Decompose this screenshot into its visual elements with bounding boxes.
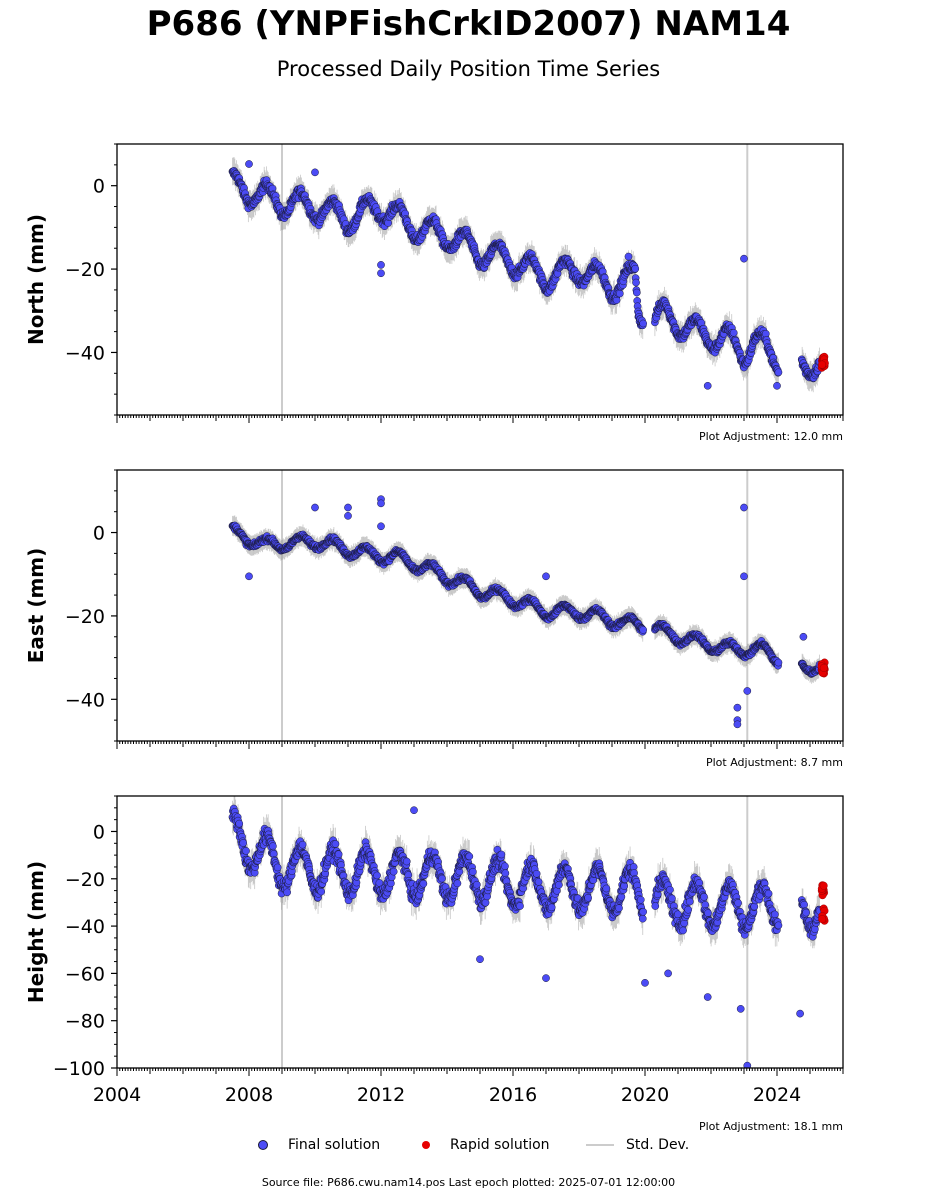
panel-north: 0 −20 −40 North (mm) Plot Adjustment: 12.0 m… — [24, 143, 844, 443]
rapid-solution-points — [817, 881, 829, 925]
rapid-solution-points — [817, 352, 829, 372]
x-tick-label: 2020 — [621, 1084, 669, 1106]
rapid-solution-points — [817, 658, 829, 678]
rapid-marker-icon — [422, 1141, 430, 1149]
x-tick-label: 2012 — [357, 1084, 405, 1106]
panel-height: 0 −20 −40 −60 −80 −100 2004 2008 2012 2016 2020 202… — [24, 795, 844, 1133]
y-axis-label: Height (mm) — [24, 861, 48, 1003]
legend-rapid: Rapid solution — [422, 1137, 550, 1153]
plot-area — [228, 470, 829, 741]
y-tick-label: −20 — [65, 606, 105, 628]
y-tick-label: −100 — [53, 1058, 105, 1080]
legend-final: Final solution — [258, 1137, 380, 1153]
plot-adjustment-note: Plot Adjustment: 18.1 mm — [699, 1120, 843, 1133]
plot-area — [228, 144, 829, 415]
y-axis-label: North (mm) — [24, 214, 48, 345]
plot-adjustment-note: Plot Adjustment: 8.7 mm — [706, 756, 843, 769]
final-marker-icon — [258, 1140, 268, 1150]
x-tick-label: 2024 — [753, 1084, 801, 1106]
y-tick-label: −20 — [65, 869, 105, 891]
y-tick-label: 0 — [93, 176, 105, 198]
x-tick-label: 2004 — [93, 1084, 141, 1106]
y-tick-label: −40 — [65, 916, 105, 938]
axes-frame — [116, 795, 844, 1069]
legend-std: Std. Dev. — [586, 1137, 689, 1153]
chart-subtitle: Processed Daily Position Time Series — [276, 57, 661, 81]
std-dev-whiskers — [232, 157, 820, 393]
legend-rapid-label: Rapid solution — [450, 1137, 550, 1153]
final-solution-points — [228, 160, 824, 390]
y-tick-label: −40 — [65, 342, 105, 364]
x-tick-label: 2016 — [489, 1084, 537, 1106]
legend-std-label: Std. Dev. — [626, 1137, 690, 1153]
y-tick-label: −60 — [65, 963, 105, 985]
legend: Final solution Rapid solution Std. Dev. — [0, 1137, 937, 1157]
chart-title: P686 (YNPFishCrkID2007) NAM14 — [146, 4, 791, 44]
final-solution-points — [228, 495, 824, 729]
final-solution-points — [228, 804, 824, 1068]
y-axis-label: East (mm) — [24, 548, 48, 664]
y-tick-label: −20 — [65, 259, 105, 281]
y-tick-label: −80 — [65, 1011, 105, 1033]
y-tick-label: 0 — [93, 821, 105, 843]
y-tick-label: −40 — [65, 689, 105, 711]
y-tick-label: 0 — [93, 523, 105, 545]
plot-adjustment-note: Plot Adjustment: 12.0 mm — [699, 430, 843, 443]
source-note: Source file: P686.cwu.nam14.pos Last epo… — [261, 1176, 676, 1189]
std-line-icon — [586, 1144, 614, 1146]
x-tick-label: 2008 — [225, 1084, 273, 1106]
plot-area — [228, 796, 829, 1068]
panel-east: 0 −20 −40 East (mm) Plot Adjustment: 8.7 mm — [24, 469, 844, 769]
legend-final-label: Final solution — [288, 1137, 381, 1153]
